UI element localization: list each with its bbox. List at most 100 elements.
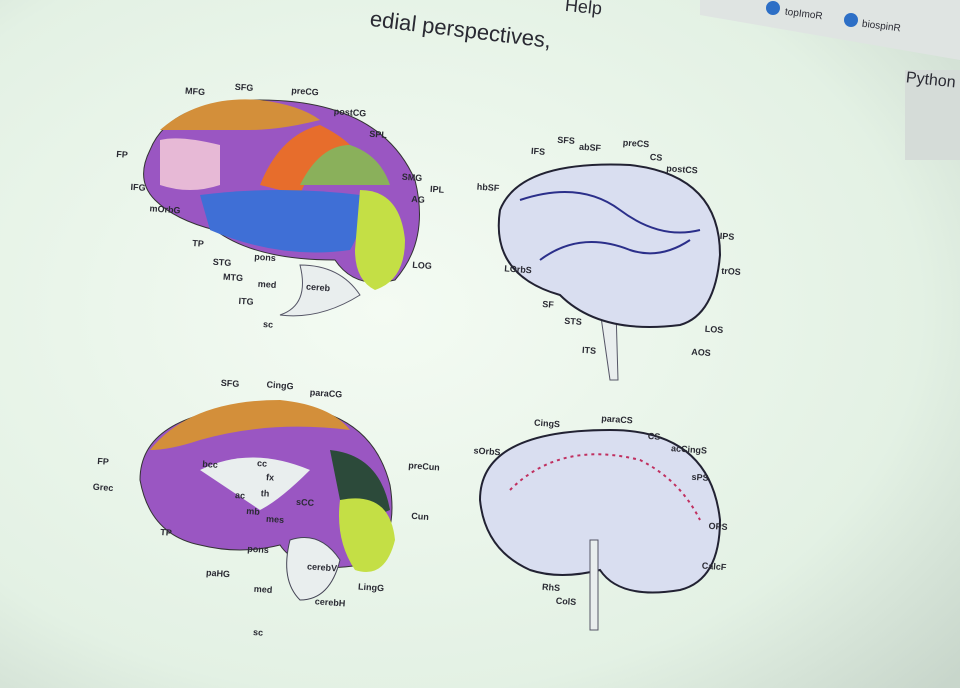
region-label: CingG [266,379,294,391]
region-label: AG [411,194,425,205]
region-label: sCC [296,497,315,508]
region [355,190,405,290]
region-label: postCG [333,106,366,118]
region-label: ITG [238,296,254,307]
bookmark[interactable]: biospinR [861,19,901,35]
bookmark[interactable]: topImoR [784,7,823,23]
region-label: MFG [185,86,206,97]
region-label: fx [266,472,275,483]
cortex [497,163,722,328]
region-label: AOS [691,347,711,358]
region-label: cc [257,458,268,469]
region-label: mb [246,506,261,517]
region-label: Grec [92,482,113,493]
region-label: pons [254,252,276,263]
region-label: ITS [582,345,597,356]
region-label: cerebV [307,561,338,573]
region-label: CS [647,431,660,442]
region-label: bcc [202,459,218,470]
region-label: CalcF [701,561,727,573]
region-label: SFG [234,82,253,93]
region-label: SFG [220,378,239,389]
region-label: ac [235,490,246,501]
region-label: sc [263,319,274,330]
tab-label[interactable]: Python [905,69,956,91]
sulcus [509,453,701,521]
region-label: med [253,584,272,595]
cortex [478,428,722,594]
region [150,400,350,450]
brain-medial-gyri [139,400,395,601]
region-label: CingS [534,417,561,429]
region-label: postCS [666,163,698,175]
region-label: pons [247,544,269,555]
brain-lateral-gyri [143,99,420,317]
region-label: IFS [531,146,546,157]
region [160,138,220,190]
region-label: ColS [555,596,576,607]
region-label: TP [160,527,172,538]
region [160,99,320,130]
region [339,498,395,572]
region-label: RhS [542,582,561,593]
region-label: FP [97,456,109,467]
region-label: trOS [721,266,741,277]
browser-bar [700,0,960,60]
region [260,125,350,195]
region-label: th [260,488,269,499]
region-label: FP [116,149,128,160]
region-label: SFS [557,135,575,146]
brain-lateral-sulci [497,163,722,381]
cerebellum [279,264,361,317]
region-label: CS [649,152,662,163]
region-label: cereb [306,282,331,294]
bookmark-icon [844,13,858,27]
region-label: SPL [369,129,388,140]
region-label: LOG [412,260,432,271]
region-label: preCG [291,85,319,97]
menu-item[interactable]: Help [564,0,603,19]
region [200,190,362,253]
region-label: paraCS [601,413,633,425]
region-label: Cun [411,511,429,522]
region-label: mOrbG [149,203,181,215]
region-label: sOrbS [473,445,501,457]
region-label: LOS [704,324,723,335]
region-label: OPS [708,521,728,532]
region-label: preCun [408,460,440,472]
region-label: SF [542,299,555,310]
brain-medial-sulci [478,428,722,631]
region-label: acCingS [671,443,708,455]
region [300,145,390,185]
corpus-region [200,457,310,510]
cerebellum [286,537,341,601]
side-panel [905,70,960,160]
region-label: SMG [401,172,422,183]
region-label: IPS [719,231,734,242]
region-label: mes [266,514,285,525]
region-label: sPS [691,472,709,483]
region-label: IFG [130,182,146,193]
region-label: TP [192,238,204,249]
sulcus [519,191,701,261]
region-label: sc [253,627,264,638]
bookmark-icon [766,1,780,15]
region-label: paraCG [309,387,342,399]
region-label: abSF [579,142,602,154]
region-label: LingG [358,581,385,593]
region-label: MTG [223,272,244,283]
region-label: cerebH [314,596,345,608]
brainstem [589,539,599,631]
region-label: paHG [206,568,231,580]
region-label: med [257,279,276,290]
region-label: STS [564,316,582,327]
region [330,450,390,514]
region-label: preCS [622,137,649,149]
region-label: IPL [430,184,445,195]
region-label: hbSF [476,182,500,194]
region-label: STG [212,257,231,268]
region-label: LOrbS [504,263,532,275]
